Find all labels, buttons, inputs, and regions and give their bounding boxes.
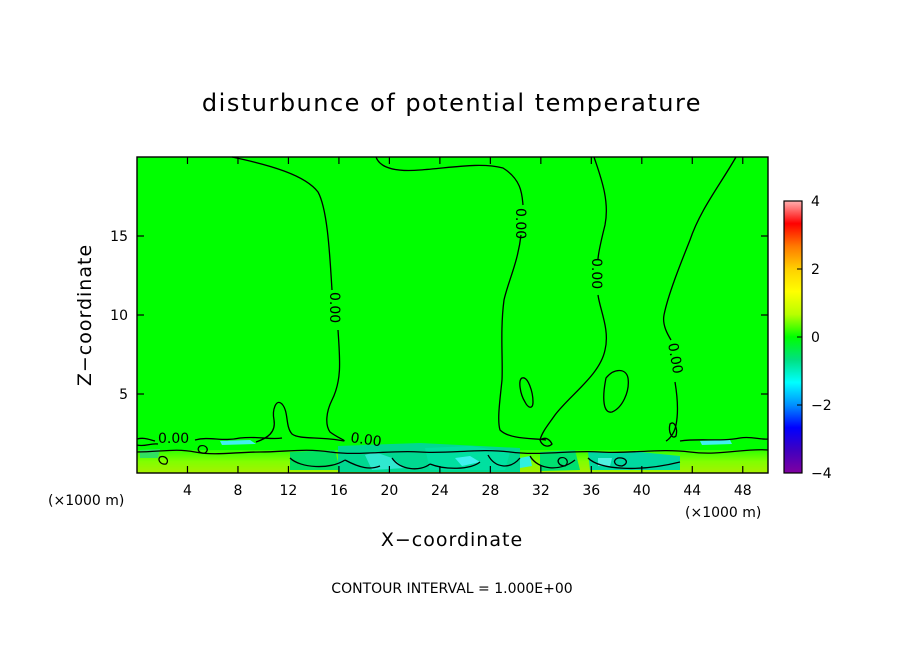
plot-field (137, 157, 768, 473)
x-tick-label: 20 (380, 483, 398, 499)
contour-line (519, 377, 534, 408)
colorbar-tick-label: 0 (811, 330, 820, 346)
contour-line (557, 456, 568, 467)
y-tick-label: 5 (119, 387, 128, 403)
y-axis: 5 10 15 (110, 229, 768, 403)
contour-line (255, 401, 345, 443)
x-unit-label-right: (×1000 m) (685, 505, 761, 521)
y-axis-label: Z−coordinate (74, 244, 96, 386)
contour-interval-note: CONTOUR INTERVAL = 1.000E+00 (331, 581, 572, 597)
x-tick-label: 24 (431, 483, 449, 499)
x-tick-label: 40 (633, 483, 651, 499)
contour-line (197, 444, 208, 454)
contour-line (289, 454, 681, 470)
x-tick-label: 32 (532, 483, 550, 499)
x-tick-label: 16 (330, 483, 348, 499)
x-tick-label: 36 (582, 483, 600, 499)
chart-title: disturbunce of potential temperature (202, 89, 702, 117)
colorbar-tick-label: 2 (811, 262, 820, 278)
contour-label: 0.00 (326, 292, 342, 323)
x-tick-label: 28 (481, 483, 499, 499)
contour-label: 0.00 (158, 431, 189, 447)
contour-label: 0.00 (349, 430, 382, 450)
contour-line (603, 369, 629, 413)
y-tick-label: 10 (110, 308, 128, 324)
colorbar-tick-label: −4 (811, 466, 832, 482)
x-tick-label: 44 (683, 483, 701, 499)
negative-anomaly-patches (140, 440, 732, 472)
contour-line (136, 436, 283, 442)
contour-lines (136, 156, 769, 470)
contour-label: 0.00 (664, 342, 685, 375)
contour-line (158, 455, 169, 465)
x-tick-label: 4 (183, 483, 192, 499)
colorbar-tick-label: 4 (811, 194, 820, 210)
contour-line (539, 437, 553, 447)
y-tick-label: 15 (110, 229, 128, 245)
contour-line (375, 156, 547, 441)
colorbar-tick-label: −2 (811, 398, 832, 414)
contour-line (668, 422, 678, 438)
x-tick-label: 48 (734, 483, 752, 499)
contour-labels: 0.00 0.00 0.00 0.00 0.00 0.00 (158, 208, 685, 450)
contour-line (662, 156, 737, 442)
contour-line (539, 156, 607, 441)
contour-label: 0.00 (588, 258, 604, 289)
contour-label: 0.00 (512, 208, 528, 239)
colorbar: 4 2 0 −2 −4 (783, 194, 832, 482)
x-tick-label: 12 (280, 483, 298, 499)
contour-line (136, 449, 769, 455)
x-axis: 4 8 12 16 20 24 28 32 36 40 44 48 (183, 157, 752, 499)
contour-line (136, 436, 769, 447)
contour-line (231, 156, 345, 442)
x-unit-label-left: (×1000 m) (48, 493, 124, 509)
x-tick-label: 8 (233, 483, 242, 499)
x-axis-label: X−coordinate (381, 529, 523, 551)
contour-line (613, 457, 627, 467)
